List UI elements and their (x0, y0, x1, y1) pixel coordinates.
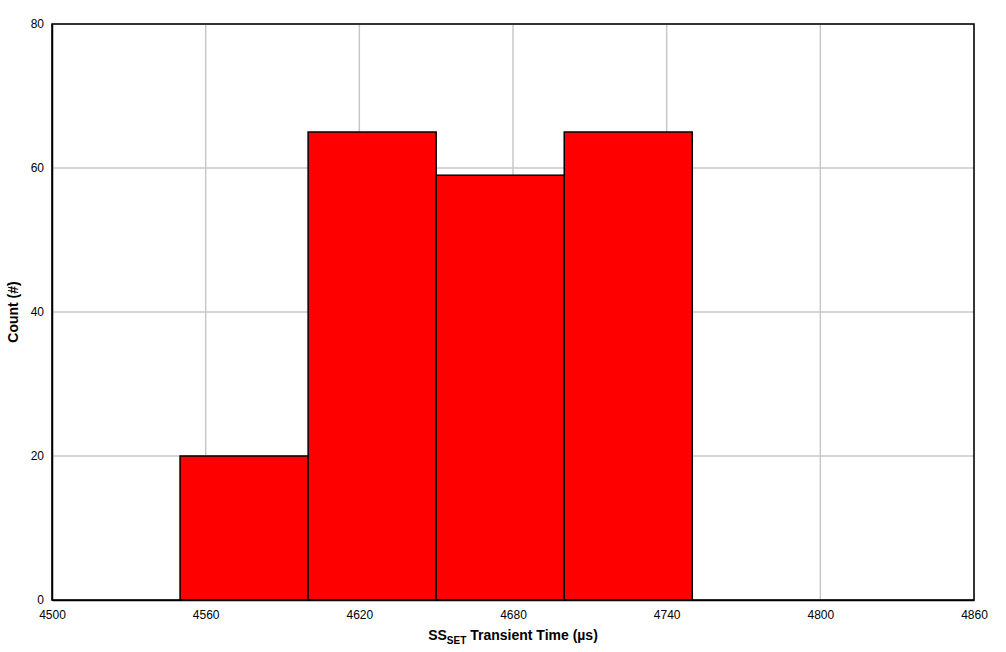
tick-label: 4800 (807, 608, 834, 622)
chart: 4500 4560 4620 4680 4740 4800 4860 0 20 40 60 80 SSS… (0, 0, 1006, 652)
axis-line (52, 25, 54, 601)
tick: 4680 (500, 600, 527, 622)
tick-label: 4500 (39, 608, 66, 622)
y-axis-title: Count (#) (5, 281, 21, 342)
tick: 4800 (807, 600, 834, 622)
x-axis-title: SSSET Transient Time (µs) (428, 627, 598, 646)
tick: 4860 (961, 600, 988, 622)
x-axis: 4500 4560 4620 4680 4740 4800 4860 (39, 600, 988, 622)
tick: 80 (31, 17, 52, 31)
plot-frame (52, 24, 974, 600)
bar (564, 132, 692, 600)
tick: 4740 (654, 600, 681, 622)
bars (180, 132, 692, 600)
grid (52, 24, 974, 600)
tick: 4620 (346, 600, 373, 622)
bar (436, 175, 564, 600)
x-axis-title-part: SS (428, 627, 447, 643)
tick-label: 40 (31, 305, 45, 319)
tick-label: 4680 (500, 608, 527, 622)
axis-line (53, 600, 975, 602)
y-axis: 0 20 40 60 80 (31, 17, 53, 607)
tick-label: 0 (37, 593, 44, 607)
bar (180, 456, 308, 600)
tick-label: 4860 (961, 608, 988, 622)
tick: 4560 (193, 600, 220, 622)
tick-label: 4740 (654, 608, 681, 622)
tick-label: 4620 (346, 608, 373, 622)
x-axis-title-part: Transient Time (µs) (466, 627, 598, 643)
tick: 20 (31, 449, 52, 463)
x-axis-title-part: SET (447, 635, 466, 646)
tick: 60 (31, 161, 52, 175)
tick-label: 80 (31, 17, 45, 31)
tick-label: 60 (31, 161, 45, 175)
bar (308, 132, 436, 600)
tick-label: 4560 (193, 608, 220, 622)
tick: 40 (31, 305, 52, 319)
grid-line (52, 167, 974, 169)
tick-label: 20 (31, 449, 45, 463)
tick: 0 (37, 593, 52, 607)
